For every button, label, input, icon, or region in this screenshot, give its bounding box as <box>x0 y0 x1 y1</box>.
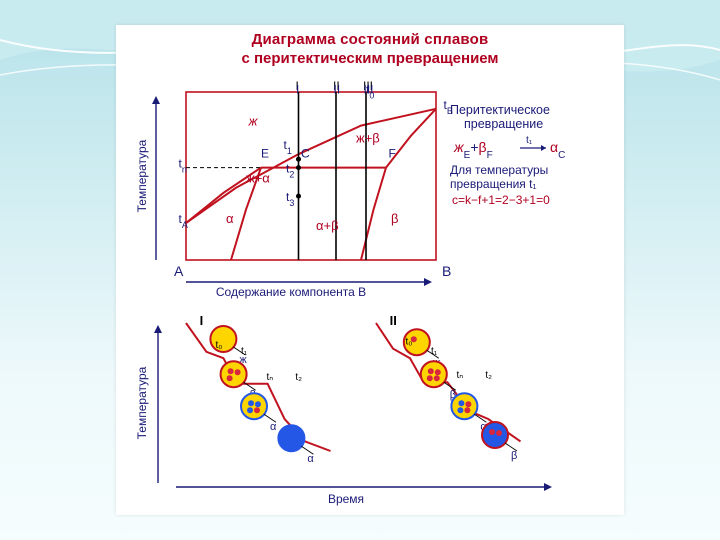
svg-text:β: β <box>391 211 398 226</box>
svg-text:ж+β: ж+β <box>356 130 380 145</box>
svg-text:II: II <box>334 83 341 97</box>
svg-text:Перитектическое: Перитектическое <box>450 103 550 117</box>
svg-text:B: B <box>442 263 451 279</box>
svg-text:α: α <box>307 453 314 465</box>
svg-text:превращения t₁: превращения t₁ <box>450 177 537 191</box>
svg-text:жE+βF: жE+βF <box>453 139 493 161</box>
content-panel: Диаграмма состояний сплавов с перитектич… <box>116 25 624 515</box>
svg-text:t₁: t₁ <box>431 346 438 357</box>
svg-text:t₀: t₀ <box>406 337 413 348</box>
svg-text:F: F <box>389 147 396 161</box>
svg-text:превращение: превращение <box>464 117 543 131</box>
svg-text:tₙ: tₙ <box>267 372 274 383</box>
svg-text:I: I <box>200 315 204 328</box>
svg-text:Для температуры: Для температуры <box>450 163 548 177</box>
svg-text:I: I <box>296 83 299 97</box>
svg-text:t3: t3 <box>286 190 294 208</box>
svg-text:αC: αC <box>550 139 565 161</box>
svg-text:t₂: t₂ <box>485 370 492 381</box>
title-line-1: Диаграмма состояний сплавов <box>116 31 624 50</box>
svg-text:E: E <box>261 147 269 161</box>
x-axis-label: Содержание компонента В <box>216 285 366 299</box>
svg-text:α: α <box>270 421 277 433</box>
svg-text:tₙ: tₙ <box>457 370 464 381</box>
svg-text:t₀: t₀ <box>216 340 223 351</box>
svg-text:t₁: t₁ <box>241 346 248 357</box>
svg-text:ж: ж <box>248 114 259 129</box>
title-line-2: с перитектическим превращением <box>116 50 624 69</box>
svg-text:III: III <box>364 83 374 97</box>
svg-text:β: β <box>511 450 517 462</box>
svg-text:t2: t2 <box>286 162 294 180</box>
cooling-curves: ТемператураВремяIжβααt₀t₁tₙt₂IIжβαβt₀t₁t… <box>126 315 614 510</box>
phase-diagram: ТемператураСодержание компонента ВABIIII… <box>126 80 614 305</box>
svg-text:α+β: α+β <box>316 218 339 233</box>
svg-text:c=k−f+1=2−3+1=0: c=k−f+1=2−3+1=0 <box>452 193 550 207</box>
svg-text:t₂: t₂ <box>295 372 302 383</box>
svg-text:α: α <box>226 211 234 226</box>
svg-text:Время: Время <box>328 492 364 506</box>
y-axis-label: Температура <box>135 139 149 212</box>
svg-text:II: II <box>390 315 397 328</box>
svg-text:ж+α: ж+α <box>246 171 270 186</box>
svg-text:t₁: t₁ <box>526 135 533 146</box>
svg-text:C: C <box>301 147 310 161</box>
svg-text:t1: t1 <box>284 138 292 156</box>
svg-text:A: A <box>174 263 184 279</box>
svg-text:Температура: Температура <box>135 366 149 439</box>
slide: Диаграмма состояний сплавов с перитектич… <box>0 0 720 540</box>
